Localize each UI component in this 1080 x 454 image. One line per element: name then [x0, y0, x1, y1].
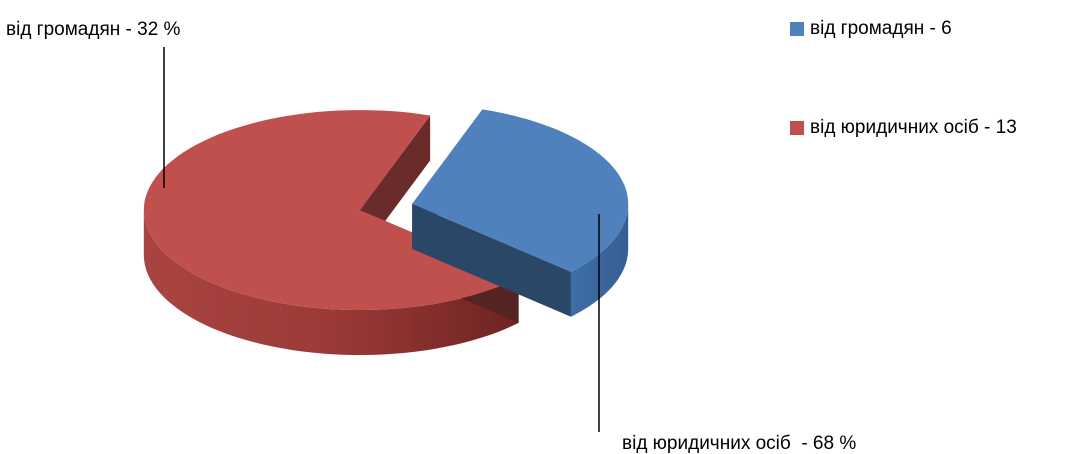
slice-top-legal-entities [143, 110, 519, 310]
data-label-citizens: від громадян - 32 % [6, 19, 181, 40]
data-label-legal-entities: від юридичних осіб - 68 % [622, 433, 857, 454]
slice-top-citizens [412, 109, 629, 272]
legend-label-legal-entities: від юридичних осіб - 13 [810, 117, 1017, 138]
slice-side-legal-entities [143, 210, 519, 355]
legend-label-citizens: від громадян - 6 [810, 18, 952, 39]
slice-face-citizens [412, 203, 571, 317]
legend: від громадян - 6 від юридичних осіб - 13 [790, 18, 1080, 216]
legend-item-legal-entities: від юридичних осіб - 13 [790, 117, 1080, 139]
legend-swatch-legal-entities [790, 121, 804, 135]
legend-swatch-citizens [790, 22, 804, 36]
legend-item-citizens: від громадян - 6 [790, 18, 1080, 40]
